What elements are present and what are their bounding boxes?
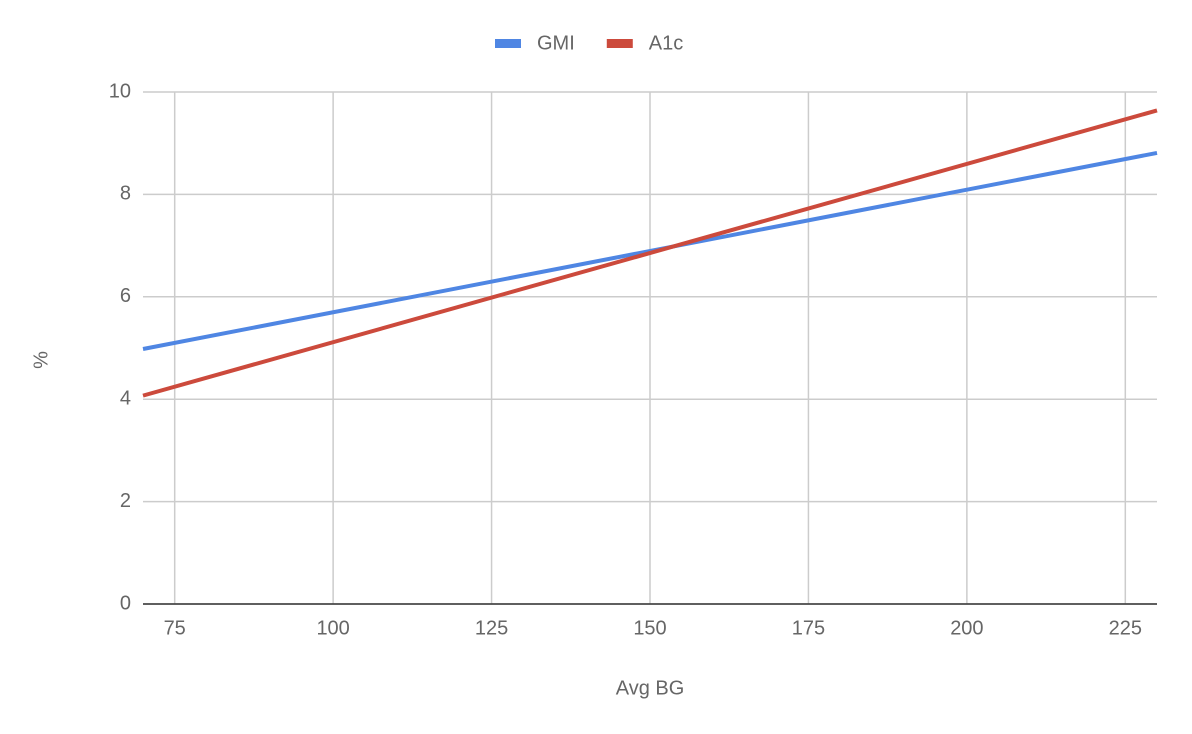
x-tick-label: 150 xyxy=(633,617,666,639)
legend-swatch xyxy=(495,39,521,48)
y-tick-label: 4 xyxy=(120,387,131,409)
legend-swatch xyxy=(606,39,633,48)
y-tick-label: 2 xyxy=(120,490,131,512)
y-tick-label: 6 xyxy=(120,285,131,307)
x-tick-label: 200 xyxy=(950,617,983,639)
x-tick-label: 75 xyxy=(164,617,186,639)
legend-label: A1c xyxy=(649,32,683,54)
x-tick-label: 125 xyxy=(475,617,508,639)
y-axis-title: % xyxy=(30,351,52,369)
x-axis-title: Avg BG xyxy=(616,677,685,699)
x-tick-label: 175 xyxy=(792,617,825,639)
y-tick-label: 8 xyxy=(120,183,131,205)
x-tick-label: 100 xyxy=(316,617,349,639)
legend-label: GMI xyxy=(537,32,575,54)
x-tick-label: 225 xyxy=(1109,617,1142,639)
y-tick-label: 0 xyxy=(120,592,131,614)
y-tick-label: 10 xyxy=(109,80,131,102)
series-line xyxy=(142,108,1158,398)
